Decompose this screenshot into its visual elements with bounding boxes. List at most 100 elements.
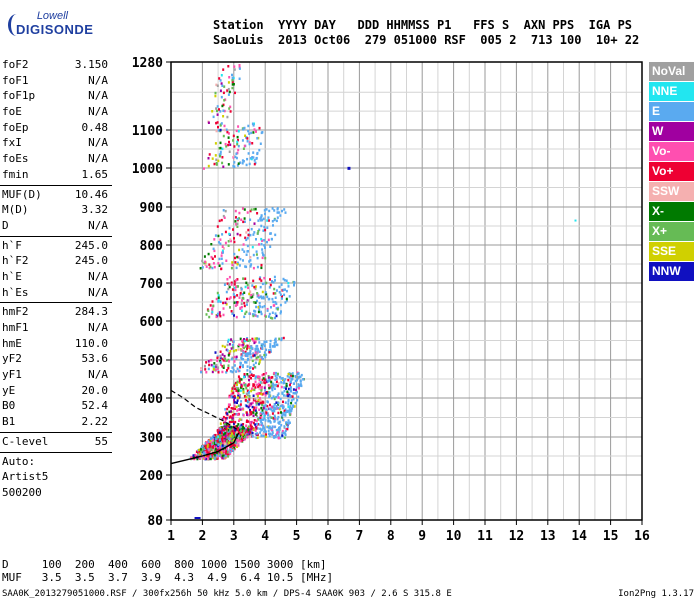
echo-point (288, 295, 291, 298)
echo-point (255, 392, 258, 396)
echo-point (221, 84, 224, 87)
echo-point (235, 357, 238, 360)
echo-point (221, 249, 224, 252)
echo-point (262, 253, 264, 256)
echo-point (240, 400, 243, 403)
param-name: foF1p (2, 89, 36, 103)
echo-point (294, 379, 297, 383)
echo-point (277, 430, 280, 434)
echo-point (574, 219, 577, 222)
echo-point (263, 239, 266, 242)
echo-point (250, 412, 253, 416)
echo-point (219, 350, 222, 353)
echo-point (254, 285, 257, 288)
echo-point (260, 310, 262, 314)
echo-point (192, 454, 195, 457)
station-header: Station YYYY DAY DDD HHMMSS P1 FFS S AXN… (213, 18, 639, 48)
param-row: B1 2.22 (0, 415, 112, 431)
echo-point (275, 405, 278, 408)
echo-point (240, 357, 243, 360)
echo-point (213, 162, 216, 166)
echo-point (238, 296, 241, 299)
echo-point (231, 366, 234, 369)
echo-point (276, 374, 279, 377)
echo-point (216, 355, 219, 358)
chart-echo-points (189, 64, 577, 519)
echo-point (223, 422, 226, 426)
echo-point (276, 384, 279, 388)
echo-point (267, 390, 270, 394)
echo-point (244, 345, 247, 348)
echo-point (256, 212, 259, 215)
echo-point (236, 387, 239, 391)
echo-point (229, 450, 232, 454)
echo-point (253, 285, 256, 289)
echo-point (249, 339, 251, 342)
param-name: foEp (2, 120, 29, 134)
echo-point (259, 418, 262, 422)
echo-point (230, 439, 233, 443)
echo-point (220, 267, 223, 271)
echo-point (271, 431, 274, 435)
echo-point (247, 250, 249, 253)
echo-point (228, 226, 231, 230)
echo-point (263, 386, 266, 389)
echo-point (246, 137, 249, 140)
param-value: 1.65 (81, 167, 109, 181)
echo-point (263, 340, 266, 344)
echo-point (222, 364, 225, 368)
scaled-parameters-panel: foF2 3.150 foF1 N/A foF1p N/A foE N/A foEp 0.48 fx… (0, 58, 112, 502)
echo-point (251, 431, 254, 435)
echo-point (215, 107, 218, 110)
echo-point (216, 84, 219, 87)
echo-point (222, 247, 225, 250)
echo-point (279, 293, 282, 296)
echo-point (246, 337, 249, 340)
echo-point (239, 257, 242, 261)
chart-frame (170, 61, 643, 521)
y-tick-label: 400 (140, 392, 164, 407)
param-row: h`Es N/A (0, 286, 112, 302)
echo-point (292, 398, 295, 401)
echo-point (283, 208, 286, 211)
echo-point (282, 400, 284, 404)
echo-point (266, 226, 269, 229)
echo-point (207, 252, 210, 256)
param-value: 20.0 (81, 383, 109, 397)
echo-point (225, 453, 228, 456)
echo-point (228, 140, 230, 144)
echo-point (227, 93, 230, 96)
echo-point (220, 74, 223, 77)
echo-point (248, 312, 251, 315)
echo-point (245, 434, 248, 437)
param-separator (0, 184, 112, 186)
echo-point (272, 395, 275, 398)
echo-point (250, 345, 253, 348)
echo-point (247, 339, 250, 342)
version-label: Ion2Png 1.3.17 (618, 589, 694, 599)
param-name: M(D) (2, 203, 29, 217)
echo-point (252, 384, 255, 388)
echo-point (233, 396, 236, 399)
echo-point (238, 377, 241, 380)
echo-point (268, 425, 271, 429)
echo-point (226, 130, 229, 134)
echo-point (238, 369, 241, 373)
echo-point (244, 399, 247, 402)
echo-point (280, 337, 283, 340)
echo-point (260, 423, 263, 427)
echo-point (227, 340, 230, 343)
echo-point (215, 435, 218, 439)
echo-point (243, 395, 246, 398)
echo-point (228, 437, 231, 440)
echo-point (285, 299, 288, 302)
echo-point (237, 439, 240, 442)
echo-point (281, 434, 284, 437)
echo-point (276, 308, 279, 311)
echo-point (284, 414, 287, 417)
echo-point (264, 394, 267, 397)
echo-point (221, 454, 224, 458)
echo-point (237, 344, 240, 348)
echo-point (283, 380, 285, 383)
echo-point (287, 391, 290, 395)
